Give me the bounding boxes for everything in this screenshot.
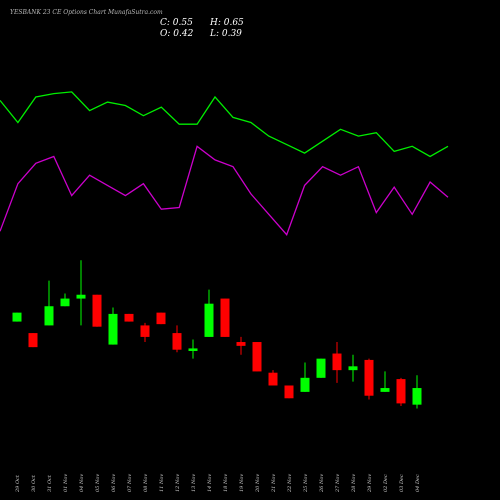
candle-body xyxy=(412,388,422,405)
x-tick-label: 04 Nov xyxy=(79,474,85,492)
candle-body xyxy=(172,333,182,350)
candle-body xyxy=(332,353,342,371)
candle-body xyxy=(124,313,134,322)
candle-body xyxy=(380,388,390,392)
candle-body xyxy=(268,372,278,386)
candle-body xyxy=(156,312,166,325)
candle-body xyxy=(316,358,326,378)
candle-body xyxy=(364,359,374,396)
x-tick-label: 12 Nov xyxy=(175,474,181,492)
x-tick-label: 27 Nov xyxy=(335,474,341,493)
x-tick-label: 28 Nov xyxy=(351,474,357,493)
candle-body xyxy=(60,298,70,307)
candle-body xyxy=(188,348,198,351)
x-tick-label: 21 Nov xyxy=(271,474,277,493)
x-tick-label: 19 Nov xyxy=(239,474,245,492)
x-tick-label: 07 Nov xyxy=(127,474,133,492)
x-tick-label: 29 Oct xyxy=(15,474,21,493)
chart-title: YESBANK 23 CE Options Chart MunafaSutra.… xyxy=(10,9,163,16)
candle-body xyxy=(140,325,150,337)
x-tick-label: 30 Oct xyxy=(31,474,37,492)
x-tick-label: 06 Nov xyxy=(111,474,117,492)
x-tick-label: 04 Dec xyxy=(415,474,421,492)
x-tick-label: 26 Nov xyxy=(319,474,325,493)
candle-body xyxy=(396,379,406,404)
candle-body xyxy=(108,313,118,345)
close-label: C: 0.55 xyxy=(160,18,193,28)
x-tick-label: 02 Dec xyxy=(383,474,389,492)
candle-body xyxy=(44,306,54,326)
x-tick-label: 14 Nov xyxy=(207,474,213,492)
indicator-line xyxy=(0,91,449,158)
x-tick-label: 05 Nov xyxy=(95,474,101,492)
indicator-line xyxy=(0,145,449,236)
x-tick-label: 03 Dec xyxy=(399,474,405,492)
x-tick-label: 13 Nov xyxy=(191,474,197,492)
x-tick-label: 22 Nov xyxy=(287,474,293,493)
high-label: H: 0.65 xyxy=(209,18,244,28)
candle-body xyxy=(236,342,246,346)
candle-body xyxy=(300,377,310,392)
x-tick-label: 20 Nov xyxy=(255,474,261,493)
candle-body xyxy=(348,366,358,371)
x-tick-label: 31 Oct xyxy=(47,474,53,492)
candle-body xyxy=(28,333,38,348)
low-label: L: 0.39 xyxy=(209,29,242,39)
candle-body xyxy=(12,312,22,322)
x-tick-label: 18 Nov xyxy=(223,474,229,492)
candle-body xyxy=(204,303,214,337)
open-label: O: 0.42 xyxy=(160,29,194,39)
candle-body xyxy=(92,294,102,327)
x-tick-label: 08 Nov xyxy=(143,474,149,492)
x-tick-label: 29 Nov xyxy=(367,474,373,493)
candle-body xyxy=(252,342,262,372)
candle-body xyxy=(284,385,294,399)
x-tick-label: 25 Nov xyxy=(303,474,309,493)
x-tick-label: 01 Nov xyxy=(63,474,69,492)
candle-body xyxy=(76,294,86,299)
x-tick-label: 11 Nov xyxy=(159,474,165,492)
candle-body xyxy=(220,298,230,337)
